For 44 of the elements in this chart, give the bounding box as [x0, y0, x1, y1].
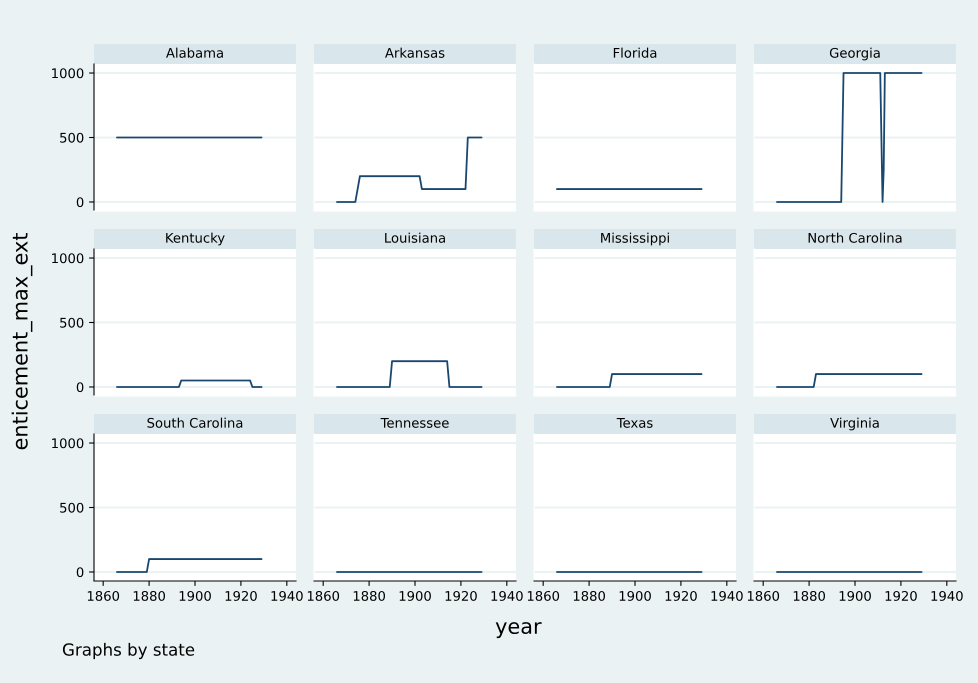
- y-tick-label: 500: [60, 502, 84, 513]
- chart-title: Texas: [616, 418, 653, 428]
- y-tick-label: 1000: [52, 68, 84, 78]
- chart-title: South Carolina: [147, 418, 242, 428]
- y-axis-title: enticement_max_ext: [12, 233, 32, 450]
- chart-title: North Carolina: [808, 232, 902, 243]
- chart-title: Mississippi: [601, 232, 669, 246]
- x-tick-label: 1940: [931, 590, 963, 601]
- y-tick-label: 1000: [52, 438, 84, 448]
- chart-title: Florida: [614, 48, 656, 58]
- x-tick-label: 1860: [308, 590, 340, 601]
- x-tick-label: 1940: [711, 590, 743, 601]
- x-tick-label: 1880: [574, 590, 606, 601]
- chart-title: Virginia: [830, 418, 879, 430]
- chart-title: Tennessee: [380, 418, 449, 428]
- x-tick-label: 1920: [226, 590, 257, 601]
- chart-title: Kentucky: [166, 232, 225, 246]
- chart-title: Arkansas: [385, 48, 444, 58]
- x-tick-label: 1940: [491, 590, 523, 601]
- x-axis-title: year: [496, 622, 542, 638]
- chart-title: Alabama: [166, 48, 223, 58]
- x-tick-label: 1880: [794, 590, 826, 601]
- x-tick-label: 1920: [666, 590, 697, 601]
- x-tick-label: 1880: [354, 590, 386, 601]
- x-tick-label: 1860: [88, 590, 120, 601]
- y-tick-label: 1000: [52, 253, 84, 264]
- x-tick-label: 1900: [400, 590, 431, 601]
- y-tick-label: 0: [76, 567, 84, 578]
- x-tick-label: 1880: [134, 590, 166, 601]
- y-tick-label: 500: [60, 132, 84, 143]
- y-tick-label: 0: [76, 197, 84, 208]
- x-tick-label: 1900: [180, 590, 211, 601]
- x-tick-label: 1920: [886, 590, 917, 601]
- x-tick-label: 1900: [620, 590, 651, 601]
- x-tick-label: 1940: [271, 590, 303, 601]
- x-tick-label: 1860: [528, 590, 560, 601]
- x-tick-label: 1920: [446, 590, 477, 601]
- chart-title: Louisiana: [385, 232, 445, 243]
- y-tick-label: 500: [60, 318, 84, 328]
- y-tick-label: 0: [76, 382, 84, 392]
- text: Graphs by state: [62, 642, 194, 660]
- x-tick-label: 1900: [840, 590, 871, 601]
- x-tick-label: 1860: [748, 590, 780, 601]
- chart-title: Georgia: [830, 48, 880, 60]
